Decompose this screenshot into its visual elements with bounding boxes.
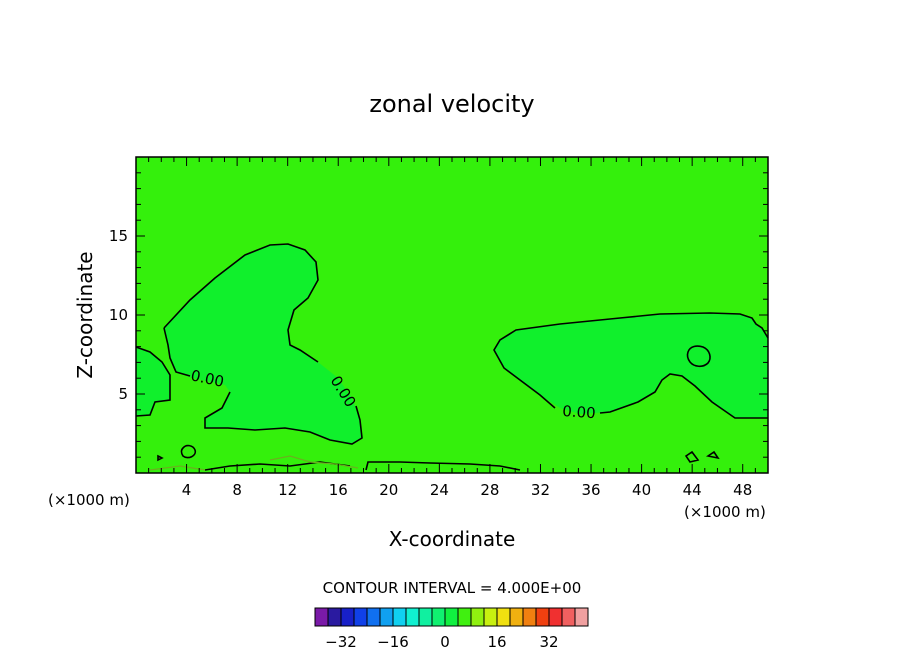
contour-line-bottom-light	[149, 455, 359, 471]
region-right-blob	[494, 313, 768, 418]
colorbar-swatch	[535, 607, 550, 627]
colorbar-swatch	[457, 607, 472, 627]
y-tick-label: 15	[109, 227, 128, 245]
region-small-ring	[687, 346, 711, 367]
region-left-edge	[136, 347, 170, 416]
plot-area: 0.00 0.00 0.00	[135, 156, 769, 474]
colorbar-swatch	[444, 607, 459, 627]
x-tick-label: 16	[329, 481, 348, 499]
colorbar-tick-label: 32	[539, 633, 558, 651]
colorbar-swatch	[314, 607, 329, 627]
colorbar-swatch	[574, 607, 589, 627]
y-unit-label: (×1000 m)	[48, 491, 130, 509]
x-tick-label: 48	[733, 481, 752, 499]
x-tick-label: 28	[480, 481, 499, 499]
colorbar-swatch	[548, 607, 563, 627]
colorbar-swatch	[470, 607, 485, 627]
colorbar-swatch	[327, 607, 342, 627]
region-left-blob	[164, 244, 362, 444]
contour-line-left-lower	[204, 391, 363, 445]
y-axis-title: Z-coordinate	[73, 251, 97, 378]
x-unit-label: (×1000 m)	[684, 503, 766, 521]
x-axis-ticks: 4 8 12 16 20 24 28 32 36 40 44 48	[148, 157, 756, 499]
colorbar-swatch	[379, 607, 394, 627]
colorbar	[314, 607, 589, 627]
x-axis-title: X-coordinate	[389, 527, 516, 551]
contour-line-left-edge	[135, 346, 171, 417]
x-tick-label: 8	[232, 481, 242, 499]
contour-line-ring	[686, 345, 711, 368]
colorbar-swatch	[561, 607, 576, 627]
colorbar-swatch	[509, 607, 524, 627]
colorbar-swatch	[522, 607, 537, 627]
y-tick-label: 5	[118, 385, 128, 403]
colorbar-swatch	[353, 607, 368, 627]
x-tick-label: 20	[379, 481, 398, 499]
colorbar-swatch	[366, 607, 381, 627]
colorbar-tick-label: 0	[440, 633, 450, 651]
x-tick-label: 32	[531, 481, 550, 499]
contour-label-right: 0.00	[562, 402, 597, 422]
x-tick-label: 4	[182, 481, 192, 499]
contour-line-left-upper	[163, 327, 191, 377]
contour-lines	[135, 243, 769, 471]
contour-line-right	[493, 312, 769, 409]
colorbar-swatch	[340, 607, 355, 627]
contour-interval-label: CONTOUR INTERVAL = 4.000E+00	[323, 579, 582, 597]
colorbar-tick-label: −16	[377, 633, 409, 651]
x-tick-label: 40	[632, 481, 651, 499]
x-tick-label: 44	[683, 481, 702, 499]
contour-line-bottom	[157, 444, 720, 471]
colorbar-swatch	[418, 607, 433, 627]
colorbar-tick-label: −32	[325, 633, 357, 651]
x-tick-label: 24	[430, 481, 449, 499]
colorbar-swatch	[392, 607, 407, 627]
colorbar-swatch	[496, 607, 511, 627]
y-axis-ticks: 5 10 15	[109, 172, 768, 458]
chart-title: zonal velocity	[369, 90, 534, 118]
colorbar-tick-labels: −32 −16 0 16 32	[325, 633, 558, 651]
x-tick-label: 36	[581, 481, 600, 499]
colorbar-swatch	[405, 607, 420, 627]
contour-line-left	[163, 243, 319, 363]
y-tick-label: 10	[109, 306, 128, 324]
colorbar-swatch	[431, 607, 446, 627]
x-tick-label: 12	[278, 481, 297, 499]
colorbar-tick-label: 16	[487, 633, 506, 651]
contour-line-right-lower	[599, 373, 768, 419]
colorbar-swatch	[483, 607, 498, 627]
